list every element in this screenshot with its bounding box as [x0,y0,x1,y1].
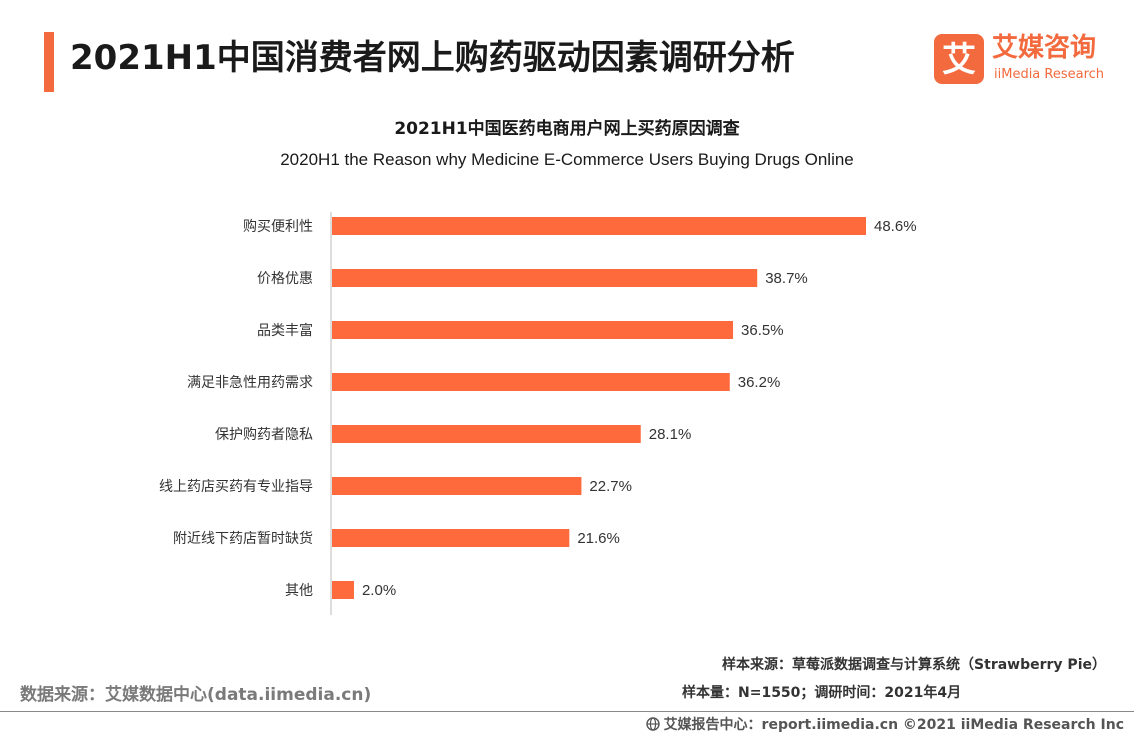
title-accent-bar [44,32,54,92]
bar-value-label: 36.5% [741,322,784,339]
logo-name-en: iiMedia Research [994,67,1105,82]
bar [332,321,734,339]
category-label: 品类丰富 [257,322,313,339]
bar-value-label: 38.7% [765,270,808,287]
bar-value-label: 21.6% [577,530,620,547]
category-label: 价格优惠 [257,271,313,287]
bar [332,373,730,391]
bar-value-label: 28.1% [649,426,692,443]
category-label: 满足非急性用药需求 [187,375,313,391]
globe-icon [645,717,660,731]
footer-text: 艾媒报告中心：report.iimedia.cn ©2021 iiMedia R… [663,717,1124,733]
bar [332,425,641,443]
category-label: 附近线下药店暂时缺货 [173,530,313,547]
data-source-note: 数据来源：艾媒数据中心(data.iimedia.cn) [20,685,372,705]
bar-chart: 购买便利性 48.6% 价格优惠 38.7% 品类丰富 36.5% 满足非急性用药需求 36.… [159,212,917,615]
sample-source-note: 样本来源：草莓派数据调查与计算系统（Strawberry Pie） [722,657,1106,673]
category-label: 其他 [285,583,313,599]
bar [332,477,582,495]
svg-text:艾: 艾 [942,40,976,80]
category-label: 保护购药者隐私 [215,427,313,443]
page-title: 2021H1中国消费者网上购药驱动因素调研分析 [70,38,795,78]
category-label: 购买便利性 [243,219,313,235]
logo-name-cn: 艾媒咨询 [992,33,1097,63]
iimedia-logo: 艾 艾媒咨询 iiMedia Research [934,32,1124,88]
bar [332,581,354,599]
bar [332,269,758,287]
bar-value-label: 22.7% [589,478,632,495]
chart-title: 2021H1中国医药电商用户网上买药原因调查 [394,119,740,139]
bar-value-label: 48.6% [874,218,917,235]
bar [332,529,570,547]
category-label: 线上药店买药有专业指导 [159,479,313,495]
bar-value-label: 36.2% [738,374,781,391]
bar [332,217,866,235]
logo-mark-icon: 艾 [934,34,984,84]
footer: 艾媒报告中心：report.iimedia.cn ©2021 iiMedia R… [645,714,1124,734]
bar-value-label: 2.0% [362,582,396,599]
chart-subtitle: 2020H1 the Reason why Medicine E-Commerc… [280,150,854,169]
sample-size-note: 样本量：N=1550；调研时间：2021年4月 [682,685,962,701]
footer-divider [0,711,1134,712]
